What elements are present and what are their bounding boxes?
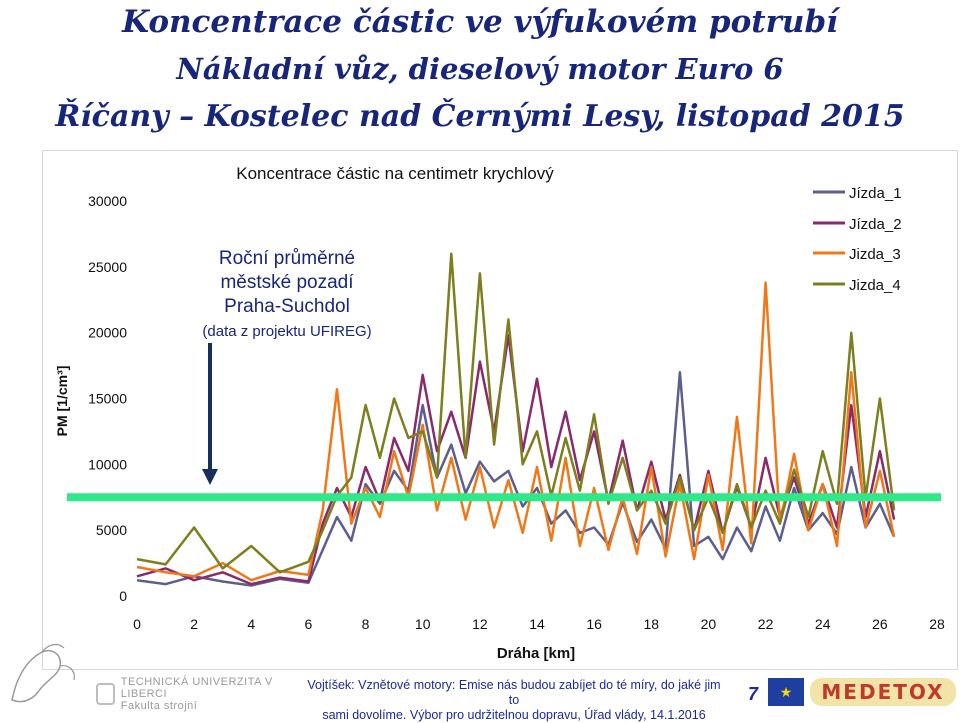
university-name: TECHNICKÁ UNIVERZITA V LIBERCI: [120, 676, 273, 700]
y-axis-label: PM [1/cm³]: [54, 366, 70, 437]
series-line-4: [136, 252, 896, 574]
x-tick-label: 6: [305, 616, 313, 632]
x-tick-label: 22: [758, 616, 774, 632]
citation-line-1: Vojtíšek: Vznětové motory: Emise nás bud…: [307, 678, 721, 707]
x-axis-label: Dráha [km]: [497, 645, 575, 662]
x-tick-label: 4: [247, 616, 255, 632]
legend-item: Jízda_2: [813, 216, 902, 233]
slide-title-line-3: Říčany – Kostelec nad Černými Lesy, list…: [55, 99, 905, 134]
tul-logo-icon: [96, 683, 115, 705]
x-tick-label: 2: [190, 616, 198, 632]
chart-container: 0 5000 10000 15000 20000 25000 30000 0 2 4 6 8 10 12…: [42, 150, 958, 670]
y-tick-label: 5000: [96, 522, 127, 538]
x-tick-label: 16: [586, 616, 602, 632]
x-tick-label: 26: [872, 616, 888, 632]
x-tick-label: 14: [529, 616, 545, 632]
faculty-name: Fakulta strojní: [120, 700, 198, 712]
legend-item: Jizda_4: [813, 277, 901, 294]
medetox-logo: MEDETOX: [810, 678, 956, 706]
slide-title-line-2: Nákladní vůz, dieselový motor Euro 6: [176, 52, 784, 86]
annotation-line-1: Roční průměrné: [219, 248, 355, 269]
annotation-line-2: městské pozadí: [220, 272, 354, 293]
y-tick-labels: 0 5000 10000 15000 20000 25000 30000: [88, 193, 127, 604]
legend-item: Jízda_1: [813, 185, 902, 202]
x-tick-label: 28: [929, 616, 945, 632]
tul-logo: TECHNICKÁ UNIVERZITA V LIBERCI Fakulta s…: [96, 676, 286, 712]
x-tick-label: 12: [472, 616, 488, 632]
legend-label-jizda-1: Jízda_1: [849, 185, 902, 202]
x-tick-label: 18: [643, 616, 659, 632]
x-tick-labels: 0 2 4 6 8 10 12 14 16 18 20 22 24 26 28: [133, 616, 945, 632]
citation-line-2: sami dovolíme. Výbor pro udržitelnou dop…: [322, 708, 706, 722]
page-number: 7: [748, 684, 759, 704]
y-tick-label: 25000: [88, 259, 127, 275]
eu-flag-icon: ★: [768, 678, 804, 706]
chart-title: Koncentrace částic na centimetr krychlov…: [236, 164, 554, 183]
legend-item: Jizda_3: [813, 246, 901, 263]
footer-citation: Vojtíšek: Vznětové motory: Emise nás bud…: [304, 678, 724, 723]
y-tick-label: 30000: [88, 193, 127, 209]
legend-label-jizda-2: Jízda_2: [849, 216, 902, 233]
legend-label-jizda-4: Jizda_4: [849, 277, 901, 294]
x-tick-label: 8: [362, 616, 370, 632]
y-tick-label: 0: [119, 588, 127, 604]
lion-logo-icon: [11, 643, 75, 703]
y-tick-label: 20000: [88, 325, 127, 341]
annotation-line-3: Praha-Suchdol: [224, 296, 350, 317]
x-tick-label: 20: [701, 616, 717, 632]
x-tick-label: 0: [133, 616, 141, 632]
series-line-1: [136, 370, 896, 587]
y-tick-label: 15000: [88, 391, 127, 407]
annotation-arrow-head: [202, 469, 218, 485]
legend-label-jizda-3: Jizda_3: [849, 246, 901, 263]
annotation-line-4: (data z projektu UFIREG): [202, 323, 371, 340]
legend: Jízda_1 Jízda_2 Jizda_3 Jizda_4: [813, 185, 902, 294]
y-tick-label: 10000: [88, 456, 127, 472]
x-tick-label: 10: [415, 616, 431, 632]
x-tick-label: 24: [815, 616, 831, 632]
annotation-box: Roční průměrné městské pozadí Praha-Such…: [202, 248, 372, 485]
slide-title-line-1: Koncentrace částic ve výfukovém potrubí: [122, 4, 838, 40]
